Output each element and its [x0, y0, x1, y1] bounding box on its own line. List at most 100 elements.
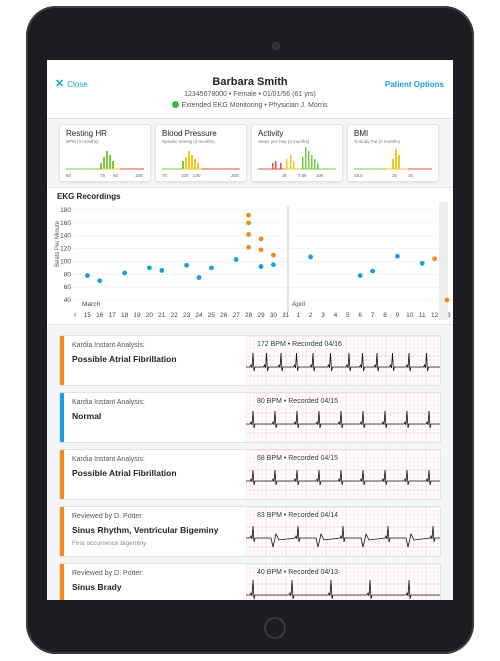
x-tick-label: 23 — [183, 312, 191, 319]
x-tick-label: 31 — [282, 312, 290, 319]
data-point — [258, 264, 264, 269]
ekg-grid — [246, 336, 440, 385]
recording-item[interactable]: Kardia Instant Analysis: Possible Atrial… — [59, 449, 441, 500]
card-blood-pressure[interactable]: Blood Pressure Systolic mmHg (3 months) … — [155, 124, 247, 182]
data-point — [419, 260, 425, 266]
month-label-april: April — [292, 301, 306, 308]
tick-label: 3k — [282, 173, 288, 178]
tick-label: 25 — [392, 173, 398, 178]
x-tick-label: 6 — [358, 312, 362, 319]
status-bar — [60, 450, 64, 499]
patient-info: 12345678000 • Female • 01/01/56 (61 yrs) — [184, 91, 316, 98]
data-point — [258, 247, 264, 253]
data-point — [147, 265, 152, 271]
activity-histogram: 3k 7.5k 10k — [258, 147, 336, 178]
y-gridlines: 180 160 140 120 100 80 60 40 — [60, 207, 439, 304]
x-tick-label: 16 — [96, 312, 104, 319]
analysis-label: Kardia Instant Analysis: — [72, 456, 145, 463]
monitoring-text: Extended EKG Monitoring • Physician J. M… — [181, 102, 328, 109]
recording-item[interactable]: Kardia Instant Analysis: Normal 80 BPM •… — [59, 392, 441, 443]
analysis-label: Reviewed by D. Potter: — [72, 513, 144, 520]
ekg-chart-title: EKG Recordings — [57, 192, 121, 201]
card-title: Activity — [258, 129, 284, 138]
analysis-result: Possible Atrial Fibrillation — [72, 354, 177, 364]
patient-options-button[interactable]: Patient Options — [384, 80, 444, 89]
bmi-histogram: 18.5 25 30 — [354, 149, 432, 178]
card-subtitle: BPM (3 months) — [66, 139, 99, 144]
ekg-recordings-panel: EKG Recordings Beats Per Minute 180 160 14… — [47, 187, 453, 325]
month-label-march: March — [82, 301, 100, 308]
ekg-grid — [246, 450, 440, 499]
tick-label: 85 — [113, 173, 119, 178]
analysis-result: Sinus Brady — [72, 582, 122, 592]
tick-label: 200 — [231, 173, 239, 178]
y-tick-label: 100 — [60, 258, 71, 265]
recording-meta: 68 BPM • Recorded 04/15 — [256, 455, 340, 462]
y-tick-label: 180 — [60, 207, 71, 214]
recording-meta: 83 BPM • Recorded 04/14 — [256, 512, 340, 519]
x-tick-label: 15 — [84, 312, 92, 319]
monitoring-status: Extended EKG Monitoring • Physician J. M… — [47, 101, 453, 109]
tick-label: 7.5k — [298, 173, 307, 178]
recording-item[interactable]: Kardia Instant Analysis: Possible Atrial… — [59, 335, 441, 386]
data-point — [85, 273, 90, 278]
card-activity[interactable]: Activity Steps per Day (3 months) 3k 7.5… — [251, 124, 343, 182]
x-tick-label: 12 — [431, 312, 439, 319]
y-tick-label: 120 — [60, 246, 71, 253]
x-tick-label: 8 — [383, 312, 387, 319]
analysis-label: Reviewed by D. Potter: — [72, 570, 144, 577]
ekg-grid — [246, 507, 440, 556]
monitoring-icon — [172, 101, 180, 108]
histogram-bars — [272, 147, 319, 169]
data-points — [85, 212, 450, 303]
blood-pressure-histogram: 70 100 140 200 — [162, 151, 240, 178]
tick-label: 100 — [181, 173, 189, 178]
data-point — [209, 265, 214, 271]
histogram-bars — [182, 151, 199, 169]
x-tick-label: 4 — [334, 312, 338, 319]
data-point — [395, 253, 400, 259]
tick-label: 75 — [100, 173, 106, 178]
scroll-highlight — [439, 202, 448, 320]
x-tick-label: 5 — [346, 312, 350, 319]
recording-item[interactable]: Reviewed by D. Potter: Sinus Rhythm, Ven… — [59, 506, 441, 557]
status-bar — [60, 564, 64, 600]
data-point — [246, 212, 252, 218]
home-button[interactable] — [264, 617, 286, 639]
data-point — [233, 257, 239, 262]
tick-label: 30 — [408, 173, 414, 178]
histogram-bars — [392, 149, 400, 169]
ekg-waveform — [246, 469, 440, 486]
data-point — [97, 278, 103, 284]
recording-item[interactable]: Reviewed by D. Potter: Sinus Brady 40 BP… — [59, 563, 441, 600]
x-tick-label: 1 — [296, 312, 300, 319]
card-resting-hr[interactable]: Resting HR BPM (3 months) 50 75 85 100 — [59, 124, 151, 182]
close-label: Close — [67, 80, 88, 89]
status-bar — [60, 336, 64, 385]
card-title: Blood Pressure — [162, 129, 217, 138]
x-tick-label: 27 — [233, 312, 241, 319]
resting-hr-histogram: 50 75 85 100 — [66, 151, 144, 178]
data-point — [258, 236, 264, 242]
card-bmi[interactable]: BMI % Body Fat (3 months) 18.5 25 30 — [347, 124, 439, 182]
tick-label: 18.5 — [354, 173, 363, 178]
patient-name: Barbara Smith — [212, 76, 288, 88]
close-icon: ✕ — [55, 78, 65, 90]
data-point — [432, 256, 437, 262]
ekg-strip — [246, 450, 440, 499]
tick-label: 100 — [135, 173, 143, 178]
patient-header: ✕ Close Barbara Smith 12345678000 • Fema… — [47, 60, 453, 119]
recording-meta: 172 BPM • Recorded 04/16 — [256, 341, 343, 348]
tick-label: 50 — [66, 173, 72, 178]
analysis-note: First occurrence bigeminy — [72, 540, 147, 547]
ekg-strip — [246, 507, 440, 556]
x-tick-label: 2 — [309, 312, 313, 319]
ekg-waveform — [246, 352, 440, 372]
recordings-list: Kardia Instant Analysis: Possible Atrial… — [59, 335, 441, 600]
x-tick-label: 25 — [208, 312, 216, 319]
close-button[interactable]: ✕ Close — [55, 79, 88, 90]
x-tick-label: 4 — [73, 312, 77, 319]
ekg-strip — [246, 336, 440, 385]
x-tick-label: 10 — [406, 312, 414, 319]
